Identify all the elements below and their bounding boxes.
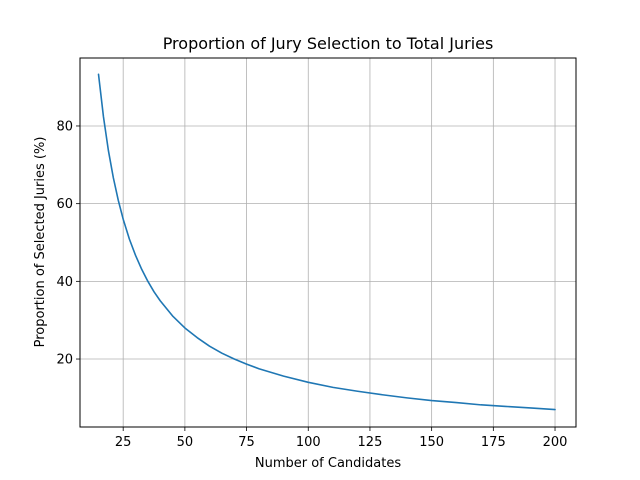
x-axis-label: Number of Candidates xyxy=(255,456,401,471)
plot-frame xyxy=(79,57,577,428)
x-tick-label: 125 xyxy=(358,435,383,450)
ticks: 25 50 75 100 125 150 175 200 20 40 60 80 xyxy=(56,119,567,450)
y-tick-label: 40 xyxy=(56,275,73,290)
grid xyxy=(80,58,576,427)
x-tick-label: 25 xyxy=(115,435,132,450)
x-tick-label: 50 xyxy=(177,435,194,450)
x-tick-label: 75 xyxy=(238,435,255,450)
y-axis-label: Proportion of Selected Juries (%) xyxy=(33,137,48,348)
x-tick-label: 100 xyxy=(296,435,321,450)
series-layer xyxy=(97,73,556,411)
y-tick-label: 20 xyxy=(56,353,73,368)
y-tick-label: 60 xyxy=(56,197,73,212)
x-tick-label: 175 xyxy=(481,435,506,450)
x-tick-label: 200 xyxy=(543,435,568,450)
chart-title: Proportion of Jury Selection to Total Ju… xyxy=(163,34,494,53)
series-line xyxy=(97,73,556,411)
y-tick-label: 80 xyxy=(56,119,73,134)
x-tick-label: 150 xyxy=(419,435,444,450)
